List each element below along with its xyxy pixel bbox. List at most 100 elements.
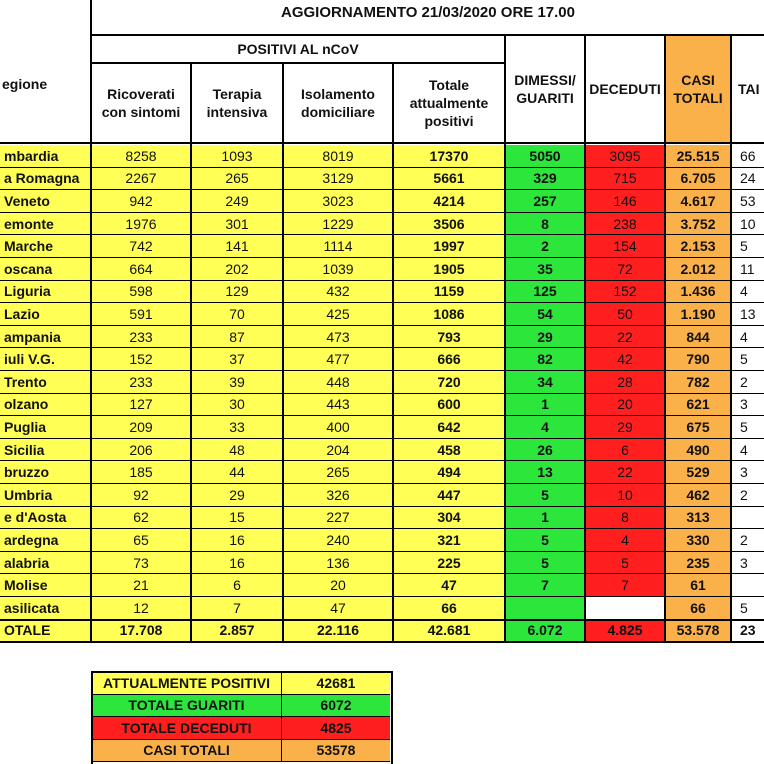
header-regione: egione: [2, 75, 48, 92]
cell-ricoverati: 233: [92, 371, 190, 393]
cell-isolamento: 432: [284, 280, 392, 303]
cell-dimessi: 35: [506, 258, 584, 280]
row-divider: [0, 505, 764, 507]
cell-region: ampania: [0, 325, 90, 348]
cell-terapia: 16: [192, 529, 282, 551]
cell-deceduti: 152: [586, 280, 664, 303]
summary-border: [91, 671, 393, 764]
divider: [0, 142, 764, 144]
cell-terapia: 15: [192, 506, 282, 529]
cell-dimessi: 4: [506, 416, 584, 438]
cell-ricoverati: 942: [92, 190, 190, 212]
cell-tamponi: 5: [732, 348, 764, 370]
row-divider: [0, 302, 764, 304]
cell-tamponi: 3: [732, 461, 764, 483]
cell-region: mbardia: [0, 145, 90, 167]
cell-tamponi: 2: [732, 484, 764, 506]
cell-deceduti: 715: [586, 167, 664, 190]
cell-totale: 600: [394, 393, 504, 416]
divider: [664, 34, 666, 643]
cell-terapia: 301: [192, 212, 282, 235]
cell-tamponi: 2: [732, 529, 764, 551]
cell-ricoverati: 2267: [92, 167, 190, 190]
row-divider: [0, 415, 764, 417]
cell-terapia: 249: [192, 190, 282, 212]
cell-terapia: 1093: [192, 145, 282, 167]
header-totale-positivi: Totale attualmente positivi: [409, 76, 489, 130]
cell-ricoverati: 664: [92, 258, 190, 280]
cell-ricoverati: 12: [92, 597, 190, 619]
cell-casi: 25.515: [666, 145, 730, 167]
cell-deceduti: 22: [586, 461, 664, 483]
cell-terapia: 44: [192, 461, 282, 483]
cell-terapia: 7: [192, 597, 282, 619]
cell-totale: 666: [394, 348, 504, 370]
cell-deceduti: 6: [586, 438, 664, 461]
cell-casi: 621: [666, 393, 730, 416]
cell-isolamento: 8019: [284, 145, 392, 167]
cell-region: Puglia: [0, 416, 90, 438]
cell-totale: 5661: [394, 167, 504, 190]
cell-region: emonte: [0, 212, 90, 235]
cell-totale: 1997: [394, 235, 504, 257]
cell-terapia: 37: [192, 348, 282, 370]
cell-casi: 462: [666, 484, 730, 506]
cell-isolamento: 326: [284, 484, 392, 506]
cell-region: Liguria: [0, 280, 90, 303]
cell-dimessi: 5: [506, 484, 584, 506]
cell-dimessi: [506, 597, 584, 619]
header-terapia: Terapia intensiva: [206, 85, 268, 120]
divider: [90, 0, 92, 643]
cell-isolamento: 204: [284, 438, 392, 461]
cell-isolamento: 1114: [284, 235, 392, 257]
divider: [584, 34, 586, 643]
cell-totale: 4214: [394, 190, 504, 212]
cell-deceduti: [586, 597, 664, 619]
cell-ricoverati: 8258: [92, 145, 190, 167]
cell-ricoverati: 1976: [92, 212, 190, 235]
cell-casi: 844: [666, 325, 730, 348]
cell-ricoverati: 598: [92, 280, 190, 303]
cell-casi: 782: [666, 371, 730, 393]
cell-dimessi: 7: [506, 574, 584, 596]
cell-tamponi: 2: [732, 371, 764, 393]
cell-totale: 225: [394, 551, 504, 574]
total-terapia-cell: 2.857: [192, 619, 282, 642]
row-divider: [0, 528, 764, 530]
summary-value: 53578: [282, 739, 390, 762]
cell-deceduti: 3095: [586, 145, 664, 167]
total-ricoverati-cell: 17.708: [92, 619, 190, 642]
cell-dimessi: 2: [506, 235, 584, 257]
cell-deceduti: 10: [586, 484, 664, 506]
cell-casi: 235: [666, 551, 730, 574]
cell-deceduti: 29: [586, 416, 664, 438]
cell-terapia: 39: [192, 371, 282, 393]
cell-casi: 490: [666, 438, 730, 461]
cell-ricoverati: 65: [92, 529, 190, 551]
cell-casi: 330: [666, 529, 730, 551]
cell-deceduti: 238: [586, 212, 664, 235]
cell-region: Veneto: [0, 190, 90, 212]
cell-terapia: 16: [192, 551, 282, 574]
total-casi-cell: 53.578: [666, 619, 730, 642]
divider: [0, 641, 764, 644]
cell-deceduti: 7: [586, 574, 664, 596]
cell-casi: 313: [666, 506, 730, 529]
cell-ricoverati: 62: [92, 506, 190, 529]
cell-ricoverati: 209: [92, 416, 190, 438]
cell-deceduti: 4: [586, 529, 664, 551]
total-region-cell: OTALE: [0, 619, 90, 642]
divider: [504, 34, 506, 643]
cell-isolamento: 448: [284, 371, 392, 393]
cell-totale: 793: [394, 325, 504, 348]
divider: [92, 62, 504, 64]
summary-value: 6072: [282, 694, 390, 717]
cell-isolamento: 136: [284, 551, 392, 574]
cell-tamponi: 4: [732, 438, 764, 461]
row-divider: [0, 324, 764, 326]
cell-isolamento: 240: [284, 529, 392, 551]
cell-totale: 1086: [394, 303, 504, 325]
cell-dimessi: 5: [506, 551, 584, 574]
header-isolamento: Isolamento domiciliare: [301, 85, 375, 120]
cell-region: bruzzo: [0, 461, 90, 483]
